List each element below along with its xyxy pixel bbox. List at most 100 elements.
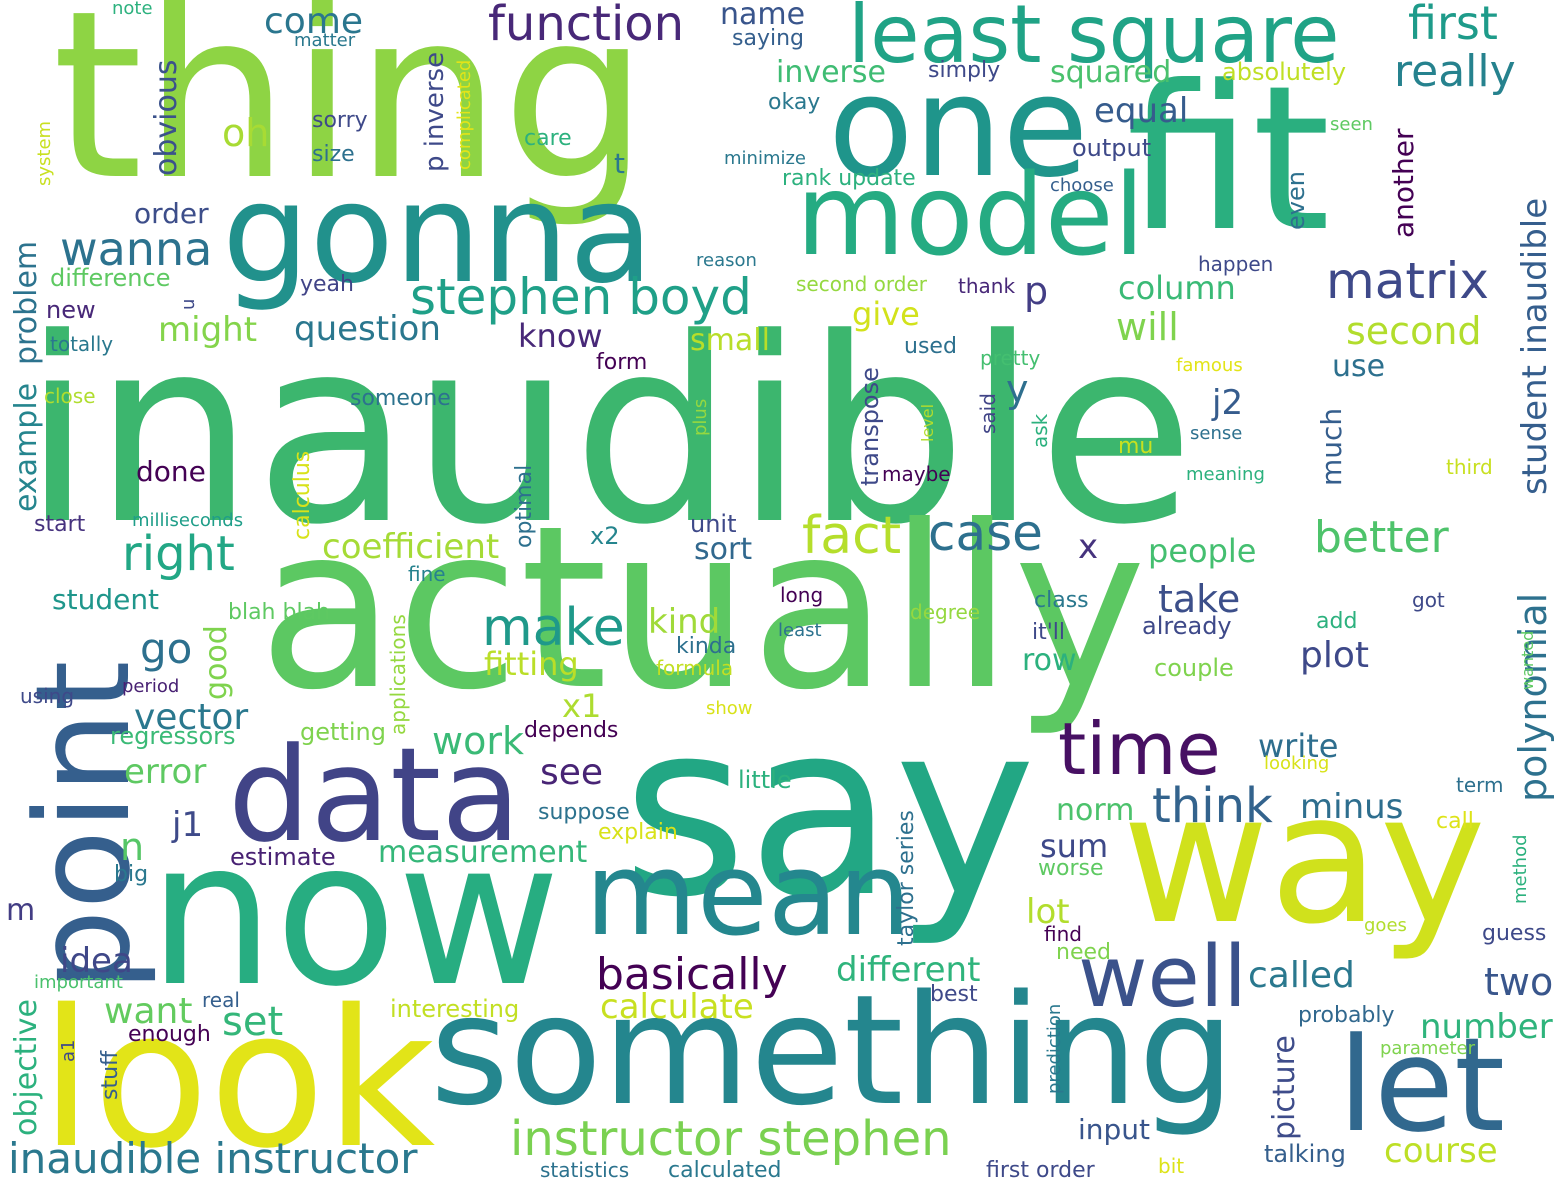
word-pretty: pretty <box>980 346 1041 370</box>
word-a1: a1 <box>58 1039 79 1062</box>
word-happen: happen <box>1198 252 1274 276</box>
word-gonna: gonna <box>222 153 654 314</box>
word-know: know <box>518 317 603 355</box>
word-j2: j2 <box>1212 383 1244 423</box>
word-picture: picture <box>1267 1035 1302 1140</box>
word-inverse: inverse <box>776 55 886 90</box>
word-first: first <box>1408 0 1498 50</box>
word-term: term <box>1456 773 1504 797</box>
word-name: name <box>720 0 806 32</box>
word-obvious: obvious <box>149 59 184 176</box>
word-equal: equal <box>1094 91 1189 131</box>
word-parameter: parameter <box>1380 1038 1476 1059</box>
word-need: need <box>1056 940 1111 965</box>
word-talking: talking <box>1264 1140 1346 1168</box>
word-different: different <box>836 950 981 990</box>
word-question: question <box>294 309 441 349</box>
word-might: might <box>158 310 258 350</box>
word-really: really <box>1394 46 1516 97</box>
word-little: little <box>738 766 792 794</box>
word-fitting: fitting <box>484 645 579 683</box>
word-y: y <box>1006 367 1029 411</box>
word-better: better <box>1314 512 1449 563</box>
word-polynomial: polynomial <box>1511 592 1555 802</box>
word-method: method <box>1510 834 1531 904</box>
word-degree: degree <box>910 600 981 624</box>
word-p-inverse: p inverse <box>420 51 450 172</box>
word-second: second <box>1346 309 1482 353</box>
word-take: take <box>1158 577 1241 621</box>
word-let: let <box>1338 1009 1506 1161</box>
word-first-order: first order <box>986 1158 1095 1183</box>
word-depends: depends <box>524 718 619 743</box>
word-n: n <box>120 825 145 869</box>
word-one: one <box>828 46 1089 209</box>
word-care: care <box>524 126 572 151</box>
word-case: case <box>928 504 1043 562</box>
word-someone: someone <box>350 386 451 411</box>
word-seen: seen <box>1330 114 1373 135</box>
word-explain: explain <box>598 820 678 845</box>
word-guess: guess <box>1482 921 1547 946</box>
word-mean: mean <box>585 828 912 962</box>
word-number: number <box>1420 1007 1553 1047</box>
word-want: want <box>104 991 193 1032</box>
word-look: look <box>40 969 436 1185</box>
word-mu: mu <box>1118 434 1154 459</box>
word-time: time <box>1058 707 1221 791</box>
word-x1: x1 <box>562 687 602 725</box>
word-student: student <box>52 583 160 616</box>
word-norm: norm <box>1056 793 1135 828</box>
word-yeah: yeah <box>300 272 354 297</box>
word-second-order: second order <box>796 272 928 296</box>
word-order: order <box>134 197 209 230</box>
word-work: work <box>432 719 524 763</box>
word-say: say <box>622 670 1037 950</box>
word-t: t <box>614 147 625 180</box>
word-start: start <box>34 512 86 537</box>
word-good: good <box>199 625 234 700</box>
word-looking: looking <box>1264 753 1330 774</box>
word-thing: thing <box>52 0 649 231</box>
word-got: got <box>1412 588 1445 612</box>
word-idea: idea <box>60 941 133 981</box>
word-difference: difference <box>50 264 171 292</box>
word-ask: ask <box>1028 413 1052 448</box>
word-minimize: minimize <box>724 148 807 169</box>
word-least-square: least square <box>848 0 1340 81</box>
word-write: write <box>1258 727 1339 765</box>
word-oh: oh <box>222 111 270 155</box>
word-two: two <box>1484 960 1554 1004</box>
word-statistics: statistics <box>540 1158 630 1182</box>
word-famous: famous <box>1176 355 1243 376</box>
word-plus: plus <box>690 398 711 436</box>
word-set: set <box>222 999 284 1045</box>
word-close: close <box>44 384 96 408</box>
word-bit: bit <box>1158 1154 1185 1178</box>
word-kind: kind <box>648 602 721 642</box>
word-system: system <box>34 120 55 186</box>
word-example: example <box>9 382 44 512</box>
word-okay: okay <box>768 90 821 115</box>
word-objective: objective <box>9 999 44 1136</box>
word-suppose: suppose <box>538 800 630 825</box>
word-real: real <box>202 988 240 1012</box>
word-level: level <box>918 403 937 442</box>
word-it-ll: it'll <box>1032 620 1066 645</box>
word-getting: getting <box>300 718 386 746</box>
word-used: used <box>904 334 957 359</box>
word-maybe: maybe <box>882 462 951 486</box>
word-already: already <box>1142 612 1232 640</box>
word-kinda: kinda <box>676 634 737 659</box>
word-stephen-boyd: stephen boyd <box>410 268 752 326</box>
word-wanna: wanna <box>60 222 213 276</box>
word-instructor-stephen: instructor stephen <box>510 1111 952 1167</box>
word-estimate: estimate <box>230 843 336 871</box>
word-probably: probably <box>1298 1003 1395 1028</box>
word-called: called <box>1248 955 1355 996</box>
word-least: least <box>778 620 822 641</box>
word-complicated: complicated <box>454 59 475 170</box>
word-inaudible: inaudible <box>22 284 1195 581</box>
word-will: will <box>1116 305 1179 349</box>
word-meaning: meaning <box>1186 464 1265 485</box>
